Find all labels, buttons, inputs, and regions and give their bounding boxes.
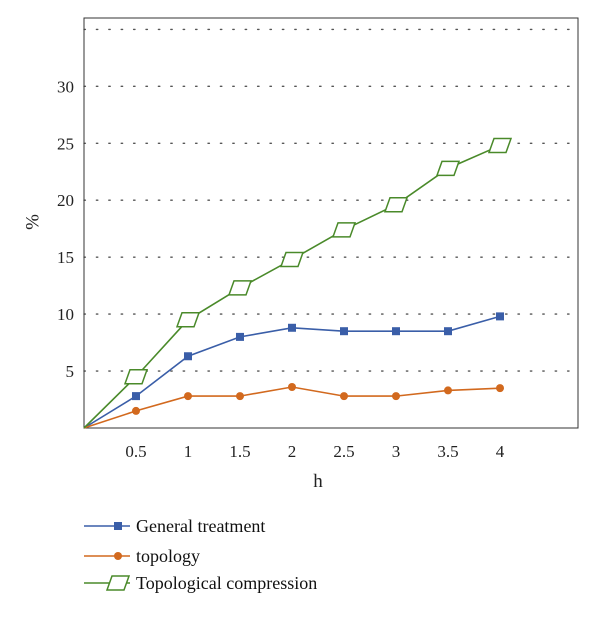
data-point-circle <box>288 383 296 391</box>
data-point-diamond <box>487 137 513 154</box>
x-tick-label: 3 <box>392 442 401 461</box>
x-tick-labels: 0.5 1 1.5 2 2.5 3 3.5 4 <box>125 442 504 461</box>
legend-label: Topological compression <box>136 573 317 593</box>
series-square <box>83 312 504 429</box>
data-point-diamond <box>175 312 201 328</box>
data-point-diamond <box>279 251 305 268</box>
legend-marker-square <box>114 522 122 530</box>
data-point-circle <box>184 392 192 401</box>
series-line <box>83 386 501 429</box>
data-point-circle <box>236 392 244 401</box>
data-point-square <box>132 392 140 401</box>
y-tick-label: 30 <box>57 77 74 96</box>
data-point-square <box>340 327 348 336</box>
data-point-square <box>288 323 296 332</box>
legend-item: topology <box>84 546 200 566</box>
data-point-circle <box>392 392 400 401</box>
data-point-circle <box>496 384 504 393</box>
y-tick-label: 15 <box>57 248 74 267</box>
y-tick-label: 5 <box>66 362 75 381</box>
y-tick-label: 20 <box>57 191 74 210</box>
legend: General treatment topology Topological com… <box>84 516 317 593</box>
y-axis-title: % <box>22 214 43 230</box>
legend-label: General treatment <box>136 516 265 536</box>
x-tick-label: 3.5 <box>437 442 458 461</box>
x-tick-label: 2.5 <box>333 442 354 461</box>
x-tick-label: 4 <box>496 442 505 461</box>
data-point-diamond <box>435 160 461 177</box>
y-tick-label: 25 <box>57 134 74 153</box>
x-axis-title: h <box>313 471 323 492</box>
y-tick-labels: 5 10 15 20 25 30 <box>57 77 74 381</box>
legend-item: General treatment <box>84 516 265 536</box>
legend-marker-diamond <box>105 575 131 591</box>
x-tick-label: 2 <box>288 442 297 461</box>
legend-label: topology <box>136 546 200 566</box>
y-tick-label: 10 <box>57 305 74 324</box>
data-point-diamond <box>227 280 253 296</box>
data-point-diamond <box>383 197 409 213</box>
series-diamond <box>83 137 513 429</box>
data-point-square <box>392 327 400 336</box>
data-point-square <box>496 312 504 321</box>
data-point-circle <box>444 386 452 395</box>
data-point-diamond <box>331 222 357 238</box>
legend-item: Topological compression <box>84 573 317 593</box>
data-point-square <box>236 332 244 341</box>
x-tick-label: 1.5 <box>229 442 250 461</box>
plot-frame <box>83 17 579 429</box>
data-point-circle <box>132 406 140 415</box>
data-point-square <box>184 352 192 361</box>
series-circle <box>83 383 504 429</box>
data-point-square <box>444 327 452 336</box>
x-tick-label: 1 <box>184 442 193 461</box>
data-point-circle <box>340 392 348 401</box>
series-layer <box>83 137 513 429</box>
data-point-diamond <box>123 369 149 385</box>
x-tick-label: 0.5 <box>125 442 146 461</box>
legend-marker-circle <box>114 552 122 560</box>
